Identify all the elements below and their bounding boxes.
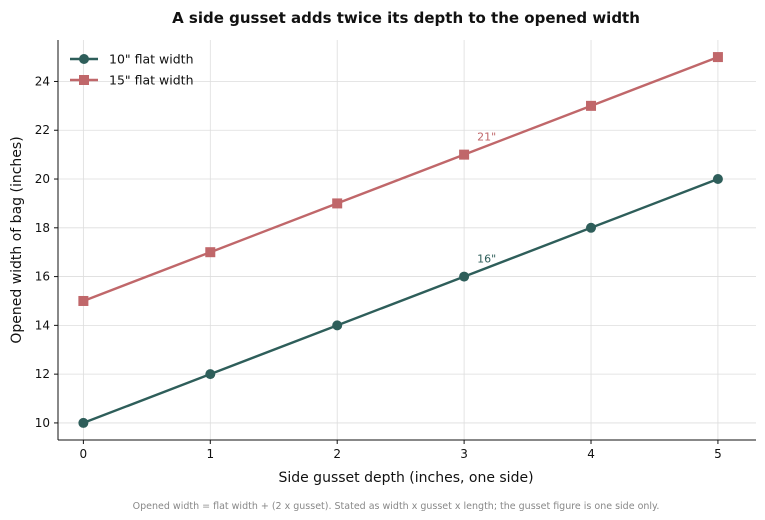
y-axis-label: Opened width of bag (inches): [9, 136, 25, 343]
data-point: [459, 271, 470, 282]
data-point: [586, 100, 597, 111]
y-tick-label: 22: [35, 123, 50, 137]
y-tick-label: 12: [35, 367, 50, 381]
data-point: [712, 174, 723, 185]
y-tick-label: 24: [35, 74, 50, 88]
x-tick-label: 1: [206, 447, 214, 461]
legend-marker: [79, 54, 89, 64]
data-annotation: 21": [477, 131, 496, 144]
legend-marker: [79, 75, 89, 85]
data-point: [78, 295, 89, 306]
y-tick-label: 20: [35, 172, 50, 186]
annotations: 16" 21": [477, 131, 496, 266]
data-point: [78, 417, 89, 428]
y-tick-label: 14: [35, 318, 50, 332]
data-point: [205, 369, 216, 380]
legend: 10" flat width 15" flat width: [70, 52, 194, 88]
data-point: [205, 247, 216, 258]
x-tick-label: 0: [80, 447, 88, 461]
series-layer: [78, 52, 723, 428]
y-tick-label: 10: [35, 416, 50, 430]
legend-label: 15" flat width: [109, 73, 194, 88]
data-point: [332, 320, 343, 331]
x-tick-label: 5: [714, 447, 722, 461]
x-tick-label: 3: [460, 447, 468, 461]
x-axis-label: Side gusset depth (inches, one side): [278, 470, 533, 486]
x-tick-label: 4: [587, 447, 595, 461]
y-tick-label: 16: [35, 270, 50, 284]
chart-title: A side gusset adds twice its depth to th…: [172, 9, 640, 27]
series-line-1: [82, 55, 719, 303]
data-point: [712, 52, 723, 63]
data-point: [586, 222, 597, 233]
axes: [57, 40, 756, 441]
legend-label: 10" flat width: [109, 52, 194, 67]
data-annotation: 16": [477, 253, 496, 266]
series-line-0: [82, 177, 719, 425]
footnote: Opened width = flat width + (2 x gusset)…: [133, 501, 660, 512]
data-point: [459, 149, 470, 160]
y-tick-label: 18: [35, 221, 50, 235]
grid: [58, 40, 756, 440]
data-point: [332, 198, 343, 209]
x-tick-label: 2: [333, 447, 341, 461]
